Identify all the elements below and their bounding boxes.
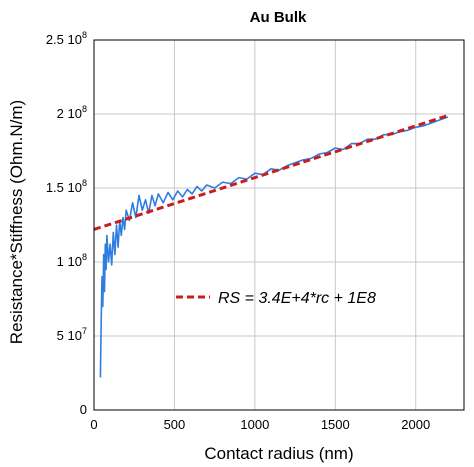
- x-tick-label: 0: [90, 417, 97, 432]
- chart-title: Au Bulk: [250, 9, 307, 26]
- data-line: [99, 116, 449, 378]
- y-tick-base: 1.5 10: [46, 180, 82, 195]
- y-tick-exponent: 8: [82, 104, 87, 114]
- x-tick-label: 1500: [321, 417, 350, 432]
- y-tick-label: 1.5 108: [46, 178, 87, 195]
- x-axis-label: Contact radius (nm): [204, 444, 353, 463]
- y-tick-exponent: 8: [82, 178, 87, 188]
- y-tick-exponent: 7: [82, 326, 87, 336]
- y-tick-base: 2.5 10: [46, 32, 82, 47]
- x-tick-label: 1000: [240, 417, 269, 432]
- y-tick-base: 2 10: [57, 106, 82, 121]
- y-tick-exponent: 8: [82, 252, 87, 262]
- x-tick-label: 2000: [401, 417, 430, 432]
- y-tick-label: 2 108: [57, 104, 87, 121]
- series-layer: [93, 114, 449, 378]
- y-tick-exponent: 8: [82, 30, 87, 40]
- grid: [93, 39, 464, 411]
- y-tick-base: 0: [80, 402, 87, 417]
- legend: RS = 3.4E+4*rc + 1E8: [176, 290, 376, 307]
- y-tick-base: 5 10: [57, 328, 82, 343]
- y-tick-label: 0: [80, 402, 87, 417]
- legend-label: RS = 3.4E+4*rc + 1E8: [218, 290, 376, 307]
- y-tick-label: 1 108: [57, 252, 87, 269]
- y-tick-base: 1 10: [57, 254, 82, 269]
- y-tick-label: 5 107: [57, 326, 87, 343]
- fit-line: [93, 114, 449, 231]
- plot-frame: [93, 39, 465, 411]
- x-tick-label: 500: [164, 417, 186, 432]
- y-tick-label: 2.5 108: [46, 30, 87, 47]
- y-axis-label: Resistance*Stiffness (Ohm.N/m): [7, 100, 26, 344]
